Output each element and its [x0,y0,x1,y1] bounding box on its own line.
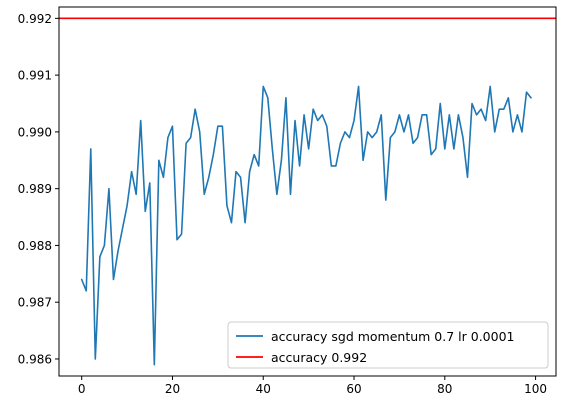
axes-layer: 0 20 40 60 80 100 0.986 0.987 0.988 0.989 0.990 0.9… [18,12,547,396]
y-tick-label: 0.987 [18,296,52,310]
legend: accuracy sgd momentum 0.7 lr 0.0001 accu… [227,321,549,369]
y-tick-label: 0.990 [18,125,52,139]
x-tick-label: 0 [78,382,86,396]
x-tick-label: 100 [524,382,547,396]
y-tick-label: 0.986 [18,352,52,366]
plot-area [59,17,556,366]
legend-label-threshold: accuracy 0.992 [271,350,367,365]
legend-label-series: accuracy sgd momentum 0.7 lr 0.0001 [271,329,515,344]
legend-box [227,321,549,369]
plot-frame [58,6,557,377]
x-tick-label: 80 [437,382,452,396]
series-layer [59,17,556,366]
y-tick-label: 0.988 [18,239,52,253]
x-tick-label: 20 [165,382,180,396]
y-tick-label: 0.992 [18,12,52,26]
series-line-accuracy-sgd [80,85,532,366]
y-tick-label: 0.989 [18,182,52,196]
y-tick-label: 0.991 [18,69,52,83]
x-tick-label: 60 [346,382,361,396]
x-tick-label: 40 [256,382,271,396]
